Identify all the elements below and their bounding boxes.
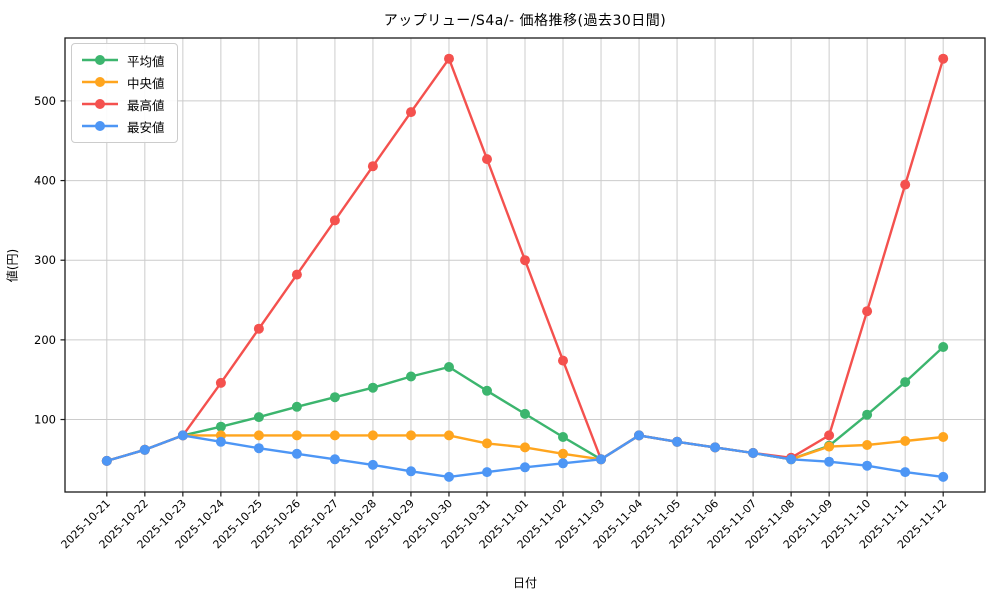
y-tick-label: 100 (34, 413, 56, 427)
data-point-max (329, 215, 340, 226)
data-point-median (558, 448, 568, 459)
y-tick-label: 500 (34, 94, 56, 108)
data-point-max (938, 53, 949, 64)
data-point-max (367, 161, 378, 172)
x-axis-label: 日付 (512, 576, 537, 590)
legend-label-min: 最安値 (127, 119, 165, 135)
legend-item-min: 最安値 (81, 117, 165, 135)
data-point-median (406, 430, 416, 441)
data-point-mean (444, 362, 454, 372)
data-point-median (900, 436, 911, 446)
data-point-min (824, 456, 835, 467)
y-tick-label: 300 (34, 253, 56, 267)
data-point-min (862, 460, 873, 471)
data-point-median (862, 440, 873, 450)
data-point-median (482, 438, 492, 449)
data-point-mean (900, 377, 911, 388)
data-point-mean (862, 409, 873, 420)
gridlines (65, 38, 985, 492)
data-point-min (900, 467, 911, 478)
data-point-min (444, 471, 454, 482)
data-point-mean (406, 371, 416, 382)
data-point-max (291, 269, 302, 280)
data-point-median (444, 430, 454, 441)
data-point-min (177, 430, 188, 441)
data-point-min (596, 454, 606, 465)
y-tick-label: 400 (34, 174, 56, 188)
y-tick-label: 200 (34, 333, 56, 347)
data-point-median (938, 432, 949, 442)
data-point-max (862, 306, 873, 317)
legend-label-mean: 平均値 (127, 53, 165, 69)
legend-label-max: 最高値 (127, 97, 165, 113)
data-point-max (253, 323, 264, 334)
data-point-mean (367, 382, 378, 393)
legend-marker-max (82, 99, 118, 109)
data-point-min (558, 458, 568, 469)
data-point-median (253, 430, 264, 441)
data-point-max (482, 154, 492, 165)
data-point-min (215, 436, 226, 447)
data-point-min (482, 467, 492, 478)
legend-item-median: 中央値 (81, 73, 165, 91)
data-point-mean (253, 412, 264, 423)
data-point-min (291, 448, 302, 459)
data-point-max (444, 53, 454, 64)
data-point-median (291, 430, 302, 441)
data-point-min (710, 442, 721, 453)
data-point-median (329, 430, 340, 441)
data-point-max (558, 355, 568, 366)
data-point-min (672, 436, 683, 447)
legend-marker-mean (82, 55, 118, 65)
data-point-mean (938, 342, 949, 352)
data-point-min (406, 466, 416, 477)
data-point-min (253, 443, 264, 454)
data-point-min (786, 454, 797, 465)
data-point-mean (520, 408, 530, 419)
data-point-mean (329, 392, 340, 403)
data-point-min (938, 471, 949, 482)
data-point-max (215, 377, 226, 388)
data-point-max (824, 430, 835, 441)
data-point-mean (215, 421, 226, 432)
data-point-min (748, 448, 759, 458)
chart-title: アップリュー/S4a/- 価格推移(過去30日間) (383, 13, 667, 29)
legend-item-max: 最高値 (81, 95, 165, 113)
data-point-min (101, 455, 112, 466)
data-point-max (520, 255, 530, 266)
series-min (101, 430, 949, 482)
data-point-median (367, 430, 378, 441)
data-point-max (900, 179, 911, 190)
legend: 平均値中央値最高値最安値 (71, 43, 178, 143)
legend-marker-median (82, 77, 118, 87)
data-point-median (520, 442, 530, 453)
data-point-mean (558, 432, 568, 442)
data-point-min (634, 430, 644, 441)
data-point-min (139, 444, 150, 455)
legend-label-median: 中央値 (127, 75, 165, 91)
legend-item-mean: 平均値 (81, 51, 165, 69)
data-point-median (824, 441, 835, 452)
legend-marker-min (82, 121, 118, 131)
data-point-mean (482, 385, 492, 396)
data-point-mean (291, 401, 302, 412)
data-point-min (520, 462, 530, 473)
data-point-min (367, 459, 378, 470)
data-point-min (329, 454, 340, 465)
data-point-max (406, 107, 416, 118)
